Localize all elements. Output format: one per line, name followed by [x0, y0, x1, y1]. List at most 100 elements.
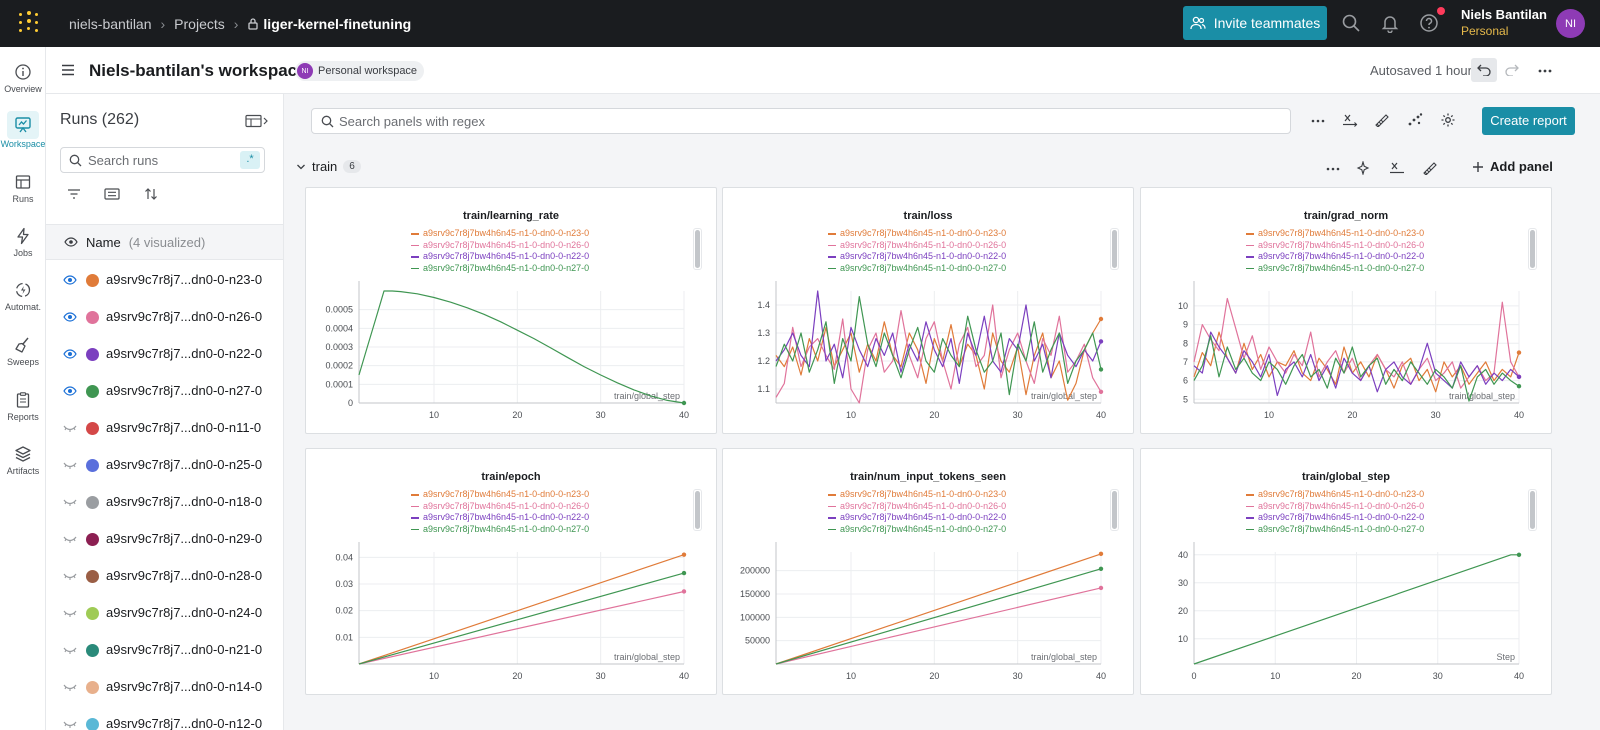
wandb-logo[interactable]: [17, 11, 41, 35]
more-options-icon[interactable]: [1326, 167, 1340, 171]
run-row[interactable]: a9srv9c7r8j7...dn0-0-n27-0: [46, 373, 283, 409]
legend-scrollbar[interactable]: [1112, 491, 1117, 529]
chart-panel[interactable]: train/learning_rate a9srv9c7r8j7bw4h6n45-…: [305, 187, 717, 434]
run-name[interactable]: a9srv9c7r8j7...dn0-0-n25-0: [106, 457, 263, 472]
table-toggle-icon[interactable]: [245, 114, 269, 128]
breadcrumb-org[interactable]: niels-bantilan: [69, 15, 152, 32]
legend-scrollbar-track[interactable]: [1110, 228, 1119, 270]
legend-scrollbar[interactable]: [1112, 230, 1117, 268]
group-icon[interactable]: [104, 188, 120, 200]
run-name[interactable]: a9srv9c7r8j7...dn0-0-n22-0: [106, 346, 263, 361]
x-axis-icon[interactable]: [1342, 113, 1358, 127]
eye-hidden-icon[interactable]: [63, 643, 77, 658]
run-color-dot[interactable]: [86, 311, 99, 324]
add-panel-button[interactable]: Add panel: [1472, 159, 1553, 174]
run-row[interactable]: a9srv9c7r8j7...dn0-0-n28-0: [46, 558, 283, 594]
search-icon[interactable]: [1341, 13, 1361, 33]
sort-icon[interactable]: [144, 187, 158, 201]
run-row[interactable]: a9srv9c7r8j7...dn0-0-n18-0: [46, 484, 283, 520]
run-color-dot[interactable]: [86, 681, 99, 694]
eye-icon[interactable]: [63, 310, 77, 325]
run-name[interactable]: a9srv9c7r8j7...dn0-0-n23-0: [106, 272, 263, 287]
regex-toggle[interactable]: .*: [240, 151, 260, 169]
run-color-dot[interactable]: [86, 348, 99, 361]
line-chart[interactable]: 0.01 0.02 0.03 0.04 10 20 30 40 train/global_ste…: [306, 449, 718, 696]
eye-hidden-icon[interactable]: [63, 458, 77, 473]
chart-panel[interactable]: train/epoch a9srv9c7r8j7bw4h6n45-n1-0-dn0…: [305, 448, 717, 695]
sparkle-icon[interactable]: [1356, 161, 1370, 175]
run-color-dot[interactable]: [86, 644, 99, 657]
legend-scrollbar-track[interactable]: [1528, 228, 1537, 270]
x-axis-icon[interactable]: [1389, 161, 1405, 175]
breadcrumb-projects[interactable]: Projects: [174, 15, 225, 32]
legend-scrollbar[interactable]: [1530, 230, 1535, 268]
eye-hidden-icon[interactable]: [63, 421, 77, 436]
breadcrumb-project[interactable]: liger-kernel-finetuning: [247, 16, 411, 32]
run-color-dot[interactable]: [86, 607, 99, 620]
section-header-train[interactable]: train 6: [296, 159, 361, 174]
legend-scrollbar-track[interactable]: [693, 228, 702, 270]
legend-scrollbar[interactable]: [1530, 491, 1535, 529]
invite-teammates-button[interactable]: Invite teammates: [1183, 6, 1327, 40]
redo-icon[interactable]: [1505, 64, 1519, 76]
run-color-dot[interactable]: [86, 533, 99, 546]
legend-scrollbar-track[interactable]: [693, 489, 702, 531]
chart-panel[interactable]: train/grad_norm a9srv9c7r8j7bw4h6n45-n1-0…: [1140, 187, 1552, 434]
panels-search-input[interactable]: Search panels with regex: [311, 108, 1291, 134]
chart-panel[interactable]: train/loss a9srv9c7r8j7bw4h6n45-n1-0-dn0-…: [722, 187, 1134, 434]
legend-scrollbar-track[interactable]: [1110, 489, 1119, 531]
run-row[interactable]: a9srv9c7r8j7...dn0-0-n22-0: [46, 336, 283, 372]
run-row[interactable]: a9srv9c7r8j7...dn0-0-n24-0: [46, 595, 283, 631]
chart-panel[interactable]: train/global_step a9srv9c7r8j7bw4h6n45-n1…: [1140, 448, 1552, 695]
line-chart[interactable]: 1.1 1.2 1.3 1.4 10 20 30 40 train/global_step: [723, 188, 1135, 435]
run-name[interactable]: a9srv9c7r8j7...dn0-0-n27-0: [106, 383, 263, 398]
nav-artifacts[interactable]: Artifacts: [0, 439, 46, 489]
run-row[interactable]: a9srv9c7r8j7...dn0-0-n29-0: [46, 521, 283, 557]
create-report-button[interactable]: Create report: [1482, 107, 1575, 135]
run-name[interactable]: a9srv9c7r8j7...dn0-0-n24-0: [106, 605, 263, 620]
run-color-dot[interactable]: [86, 459, 99, 472]
run-row[interactable]: a9srv9c7r8j7...dn0-0-n12-0: [46, 706, 283, 730]
smoothing-icon[interactable]: [1422, 161, 1438, 175]
run-name[interactable]: a9srv9c7r8j7...dn0-0-n11-0: [106, 420, 262, 435]
legend-scrollbar-track[interactable]: [1528, 489, 1537, 531]
run-row[interactable]: a9srv9c7r8j7...dn0-0-n21-0: [46, 632, 283, 668]
nav-reports[interactable]: Reports: [0, 385, 46, 435]
line-chart[interactable]: 10 20 30 40 0 10 20 30 40 Step: [1141, 449, 1553, 696]
eye-hidden-icon[interactable]: [63, 569, 77, 584]
run-color-dot[interactable]: [86, 570, 99, 583]
run-color-dot[interactable]: [86, 422, 99, 435]
runs-name-header[interactable]: Name (4 visualized): [46, 224, 283, 260]
run-color-dot[interactable]: [86, 496, 99, 509]
user-menu[interactable]: Niels Bantilan Personal: [1461, 7, 1547, 39]
nav-jobs[interactable]: Jobs: [0, 221, 46, 271]
eye-hidden-icon[interactable]: [63, 717, 77, 730]
line-chart[interactable]: 50000 100000 150000 200000 10 20 30 40 train/glo…: [723, 449, 1135, 696]
run-row[interactable]: a9srv9c7r8j7...dn0-0-n25-0: [46, 447, 283, 483]
run-row[interactable]: a9srv9c7r8j7...dn0-0-n14-0: [46, 669, 283, 705]
run-name[interactable]: a9srv9c7r8j7...dn0-0-n14-0: [106, 679, 263, 694]
run-name[interactable]: a9srv9c7r8j7...dn0-0-n28-0: [106, 568, 263, 583]
run-name[interactable]: a9srv9c7r8j7...dn0-0-n21-0: [106, 642, 263, 657]
eye-icon[interactable]: [63, 384, 77, 399]
nav-runs[interactable]: Runs: [0, 167, 46, 217]
nav-sweeps[interactable]: Sweeps: [0, 330, 46, 380]
run-name[interactable]: a9srv9c7r8j7...dn0-0-n29-0: [106, 531, 263, 546]
run-row[interactable]: a9srv9c7r8j7...dn0-0-n23-0: [46, 262, 283, 298]
nav-overview[interactable]: Overview: [0, 57, 46, 107]
run-row[interactable]: a9srv9c7r8j7...dn0-0-n26-0: [46, 299, 283, 335]
settings-icon[interactable]: [1440, 112, 1456, 128]
eye-icon[interactable]: [63, 347, 77, 362]
smoothing-icon[interactable]: [1374, 113, 1390, 127]
run-name[interactable]: a9srv9c7r8j7...dn0-0-n12-0: [106, 716, 263, 730]
eye-hidden-icon[interactable]: [63, 532, 77, 547]
run-color-dot[interactable]: [86, 274, 99, 287]
help-icon[interactable]: [1419, 13, 1439, 33]
filter-icon[interactable]: [67, 188, 81, 200]
run-name[interactable]: a9srv9c7r8j7...dn0-0-n18-0: [106, 494, 263, 509]
bell-icon[interactable]: [1380, 13, 1400, 33]
more-options-icon[interactable]: [1538, 69, 1552, 73]
legend-scrollbar[interactable]: [695, 491, 700, 529]
nav-automations[interactable]: Automat.: [0, 275, 46, 325]
